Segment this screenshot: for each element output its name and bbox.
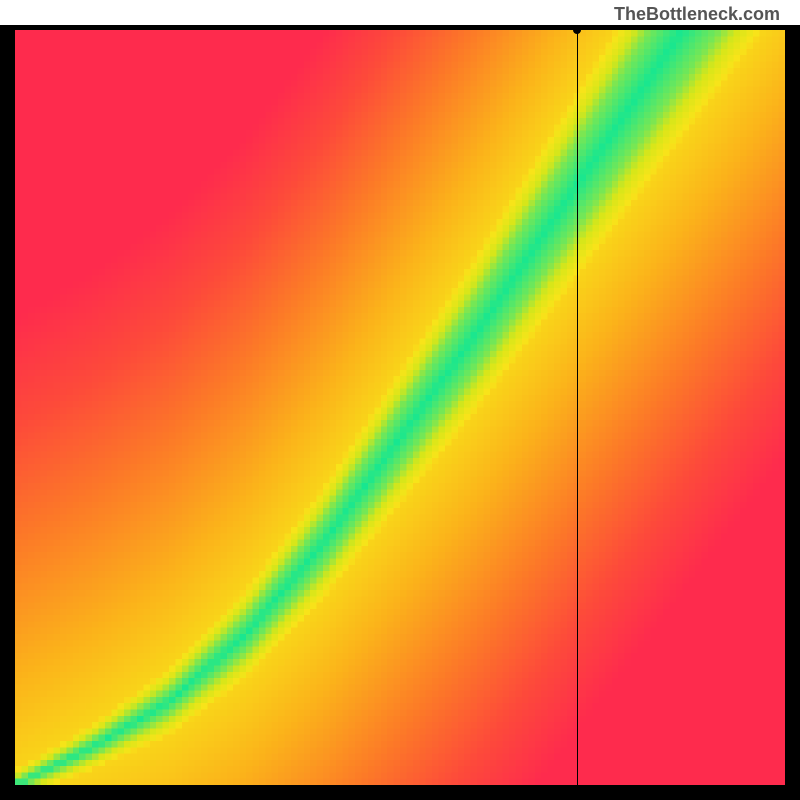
heatmap-canvas bbox=[15, 30, 785, 785]
plot-area bbox=[15, 30, 785, 785]
vertical-indicator-line bbox=[577, 30, 578, 785]
chart-frame bbox=[0, 25, 800, 800]
watermark-text: TheBottleneck.com bbox=[614, 4, 780, 25]
